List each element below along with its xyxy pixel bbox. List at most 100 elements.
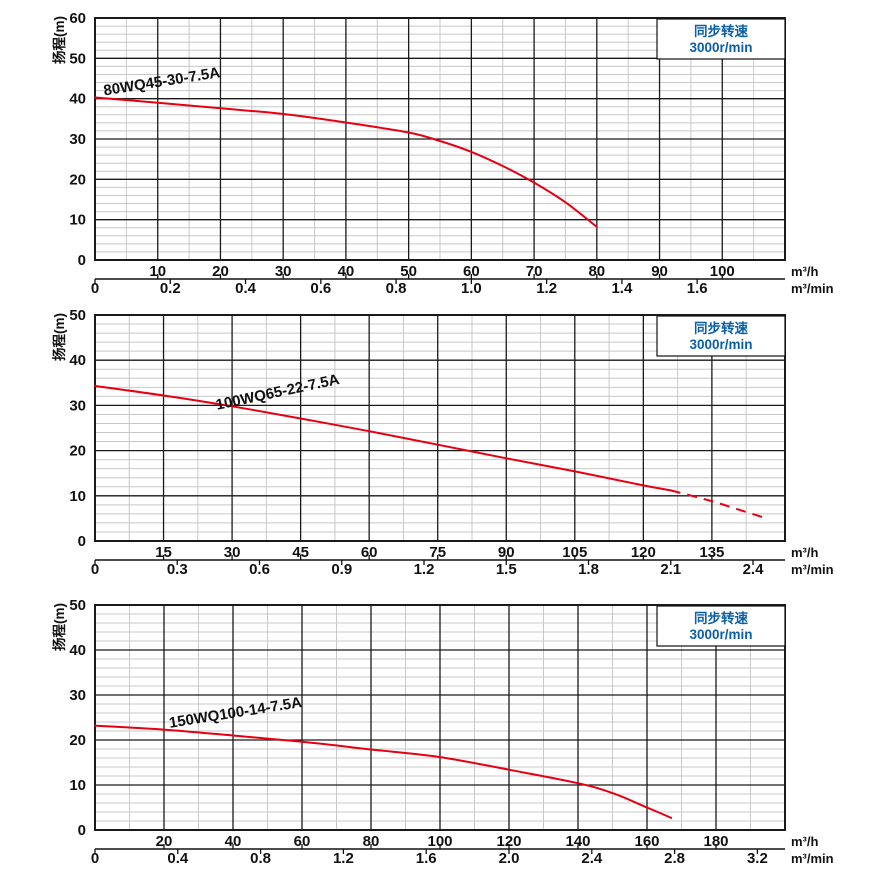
y-tick-label: 40 [69, 91, 86, 108]
y-axis-title: 扬程(m) [51, 313, 67, 361]
x-tick-label-m3min: 1.6 [687, 280, 708, 297]
pump-curve-dashed [670, 489, 767, 520]
speed-box-line2: 3000r/min [689, 40, 752, 55]
x-tick-label-m3h: 60 [294, 833, 311, 850]
x-tick-label-m3h: 30 [275, 263, 292, 280]
x-tick-label-m3min: 0 [91, 280, 99, 297]
speed-box-line2: 3000r/min [689, 337, 752, 352]
x-tick-label-m3h: 105 [562, 544, 587, 561]
x-tick-label-m3min: 1.2 [536, 280, 557, 297]
x-tick-label-m3h: 120 [631, 544, 656, 561]
x-tick-label-m3min: 2.4 [581, 850, 603, 867]
x-tick-label-m3min: 1.4 [611, 280, 633, 297]
pump-curve [94, 384, 672, 492]
x-tick-label-m3h: 140 [565, 833, 590, 850]
y-tick-label: 40 [69, 352, 86, 369]
unit-label-m3min: m³/min [791, 281, 834, 296]
x-tick-label-m3h: 90 [498, 544, 515, 561]
unit-label-m3min: m³/min [791, 562, 834, 577]
pump-curve [94, 724, 673, 819]
x-tick-label-m3min: 1.0 [461, 280, 482, 297]
x-tick-label-m3h: 45 [292, 544, 309, 561]
x-tick-label-m3min: 3.2 [747, 850, 768, 867]
speed-box [656, 315, 786, 357]
plot-border [94, 314, 786, 542]
curve-label: 150WQ100-14-7.5A [168, 694, 303, 732]
speed-box [656, 18, 786, 60]
x-tick-label-m3min: 1.8 [578, 561, 599, 578]
x-tick-label-m3min: 0.8 [250, 850, 271, 867]
plot-border [94, 604, 786, 831]
x-tick-label-m3min: 0.8 [386, 280, 407, 297]
speed-box-line1: 同步转速 [694, 320, 748, 336]
unit-label-m3h: m³/h [791, 834, 819, 849]
x-tick-label-m3min: 0 [91, 561, 99, 578]
speed-box [656, 605, 786, 647]
x-tick-label-m3min: 0.4 [167, 850, 189, 867]
plot-border [94, 17, 786, 261]
unit-label-m3h: m³/h [791, 545, 819, 560]
y-tick-label: 0 [78, 252, 86, 269]
y-tick-label: 40 [69, 642, 86, 659]
grid-major [95, 18, 785, 260]
x-tick-label-m3min: 0.6 [310, 280, 331, 297]
pump-curve [94, 96, 598, 228]
y-tick-label: 20 [69, 171, 86, 188]
y-axis-title: 扬程(m) [51, 603, 67, 651]
curve-label: 100WQ65-22-7.5A [214, 371, 341, 414]
y-tick-label: 60 [69, 10, 86, 27]
y-axis-title: 扬程(m) [51, 16, 67, 64]
y-tick-label: 10 [69, 488, 86, 505]
x-tick-label-m3h: 60 [361, 544, 378, 561]
x-tick-label-m3min: 2.1 [660, 561, 681, 578]
x-tick-label-m3h: 70 [526, 263, 543, 280]
y-tick-label: 30 [69, 397, 86, 414]
x-tick-label-m3h: 50 [400, 263, 417, 280]
x-tick-label-m3min: 0.2 [160, 280, 181, 297]
x-tick-label-m3h: 135 [699, 544, 724, 561]
x-tick-label-m3h: 80 [363, 833, 380, 850]
x-tick-label-m3min: 2.4 [743, 561, 765, 578]
y-tick-label: 20 [69, 732, 86, 749]
y-tick-label: 30 [69, 131, 86, 148]
y-tick-label: 50 [69, 307, 86, 324]
x-tick-label-m3h: 20 [156, 833, 173, 850]
y-tick-label: 50 [69, 50, 86, 67]
x-tick-label-m3min: 2.0 [499, 850, 520, 867]
x-tick-label-m3h: 100 [427, 833, 452, 850]
curve-label: 80WQ45-30-7.5A [102, 64, 221, 99]
speed-box-line2: 3000r/min [689, 627, 752, 642]
y-tick-label: 10 [69, 212, 86, 229]
x-tick-label-m3min: 1.2 [414, 561, 435, 578]
x-tick-label-m3h: 20 [212, 263, 229, 280]
x-tick-label-m3h: 40 [338, 263, 355, 280]
x-tick-label-m3h: 60 [463, 263, 480, 280]
y-tick-label: 10 [69, 777, 86, 794]
speed-box-line1: 同步转速 [694, 23, 748, 39]
x-tick-label-m3min: 1.5 [496, 561, 517, 578]
x-tick-label-m3min: 0.3 [167, 561, 188, 578]
x-tick-label-m3min: 1.6 [416, 850, 437, 867]
x-tick-label-m3h: 100 [710, 263, 735, 280]
x-tick-label-m3min: 0.9 [331, 561, 352, 578]
grid-major [95, 605, 785, 830]
y-tick-label: 0 [78, 822, 86, 839]
speed-box-line1: 同步转速 [694, 610, 748, 626]
unit-label-m3h: m³/h [791, 264, 819, 279]
x-tick-label-m3h: 90 [651, 263, 668, 280]
x-tick-label-m3h: 180 [703, 833, 728, 850]
y-tick-label: 20 [69, 443, 86, 460]
x-tick-label-m3h: 120 [496, 833, 521, 850]
x-tick-label-m3h: 40 [225, 833, 242, 850]
y-tick-label: 30 [69, 687, 86, 704]
x-tick-label-m3h: 80 [588, 263, 605, 280]
x-tick-label-m3h: 10 [149, 263, 166, 280]
x-tick-label-m3min: 0.6 [249, 561, 270, 578]
y-tick-label: 0 [78, 533, 86, 550]
y-tick-label: 50 [69, 597, 86, 614]
